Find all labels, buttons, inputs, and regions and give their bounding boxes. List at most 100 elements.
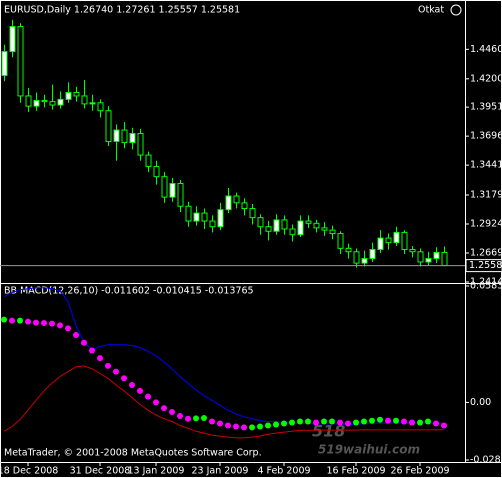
candle-body (25, 95, 32, 107)
x-tick-label: 13 Jan 2009 (128, 466, 185, 477)
candle-body (369, 248, 376, 260)
candle-body (289, 228, 296, 236)
signal-dot (57, 322, 63, 329)
expert-icon[interactable] (450, 4, 462, 16)
candle-body (201, 212, 208, 222)
candle-body (49, 101, 56, 106)
candle-body (161, 176, 168, 198)
candle-body (41, 99, 48, 103)
candle-body (185, 205, 192, 222)
signal-dot (281, 420, 287, 427)
candle-body (225, 195, 232, 211)
signal-dot (97, 355, 103, 362)
signal-dot (289, 419, 295, 426)
candle-body (73, 92, 80, 97)
copyright: MetaTrader, © 2001-2008 MetaQuotes Softw… (4, 448, 262, 459)
signal-dot (345, 420, 351, 427)
expert-label[interactable]: Otkat (418, 5, 444, 16)
signal-dot (361, 418, 367, 425)
signal-dot (49, 320, 55, 327)
signal-dot (169, 408, 175, 415)
candle-body (353, 251, 360, 264)
signal-dot (257, 423, 263, 430)
y-tick-label: 1.44600 (470, 44, 502, 55)
signal-dot (305, 418, 311, 425)
signal-dot (433, 420, 439, 427)
y-tick-label: 1.24140 (470, 277, 502, 288)
signal-dot (353, 419, 359, 426)
candle-body (1, 51, 8, 76)
y-tick-label: 1.29240 (470, 218, 502, 229)
candle-body (81, 95, 88, 105)
signal-dot (425, 418, 431, 425)
candle-body (305, 220, 312, 224)
signal-dot (201, 414, 207, 421)
candle-body (425, 258, 432, 263)
candle-body (329, 229, 336, 235)
signal-dot (113, 368, 119, 375)
signal-dot (297, 418, 303, 425)
signal-dot (369, 417, 375, 424)
signal-dot (161, 405, 167, 412)
signal-dot (41, 320, 47, 327)
candle-body (281, 219, 288, 230)
candle-body (297, 220, 304, 236)
candle-body (265, 226, 272, 232)
signal-dot (401, 418, 407, 425)
x-tick-label: 16 Feb 2009 (326, 466, 385, 477)
signal-dot (209, 418, 215, 425)
candle-body (17, 26, 24, 97)
signal-dot (65, 325, 71, 332)
candle-body (241, 202, 248, 210)
signal-dot (241, 424, 247, 431)
signal-dot (377, 416, 383, 423)
candle-body (209, 220, 216, 228)
watermark: 518 (312, 422, 345, 441)
y-tick-label: 1.36965 (470, 131, 502, 142)
signal-dot (137, 387, 143, 394)
candle-body (249, 208, 256, 219)
signal-dot (25, 318, 31, 325)
candle-body (193, 212, 200, 222)
x-tick-label: 31 Dec 2008 (70, 466, 131, 477)
signal-dot (17, 317, 23, 324)
candle-body (129, 132, 136, 144)
y-tick-label: 1.34415 (470, 160, 502, 171)
candle-body (65, 92, 72, 100)
x-tick-label: 26 Feb 2009 (390, 466, 449, 477)
x-tick-label: 23 Jan 2009 (192, 466, 249, 477)
signal-dot (105, 362, 111, 369)
y-tick-label: 1.42005 (470, 73, 502, 84)
candle-body (361, 258, 368, 264)
candle-body (137, 132, 144, 156)
candle-body (345, 247, 352, 253)
signal-dot (129, 382, 135, 389)
signal-dot (313, 419, 319, 426)
y-tick-label: 0.00 (470, 397, 491, 408)
watermark-url: 519waihui.com (318, 443, 420, 457)
candle-body (33, 99, 40, 107)
candle-body (337, 233, 344, 249)
y-tick-label: -0.02888 (470, 455, 502, 466)
candle-body (257, 217, 264, 228)
candle-body (153, 165, 160, 178)
macd-line (3, 365, 445, 439)
candle-body (217, 209, 224, 228)
signal-dot (217, 420, 223, 427)
candle-body (177, 183, 184, 207)
signal-dot (409, 419, 415, 426)
signal-dot (33, 319, 39, 326)
signal-dot (89, 347, 95, 354)
candle-body (433, 251, 440, 260)
candle-body (9, 26, 16, 53)
candle-body (441, 251, 448, 267)
price-label: 1.25581 (469, 260, 502, 271)
candle-body (321, 227, 328, 231)
candle-body (273, 219, 280, 232)
signal-dot (9, 317, 15, 324)
signal-dot (329, 418, 335, 425)
candle-body (417, 251, 424, 263)
y-tick-label: 1.31790 (470, 189, 502, 200)
